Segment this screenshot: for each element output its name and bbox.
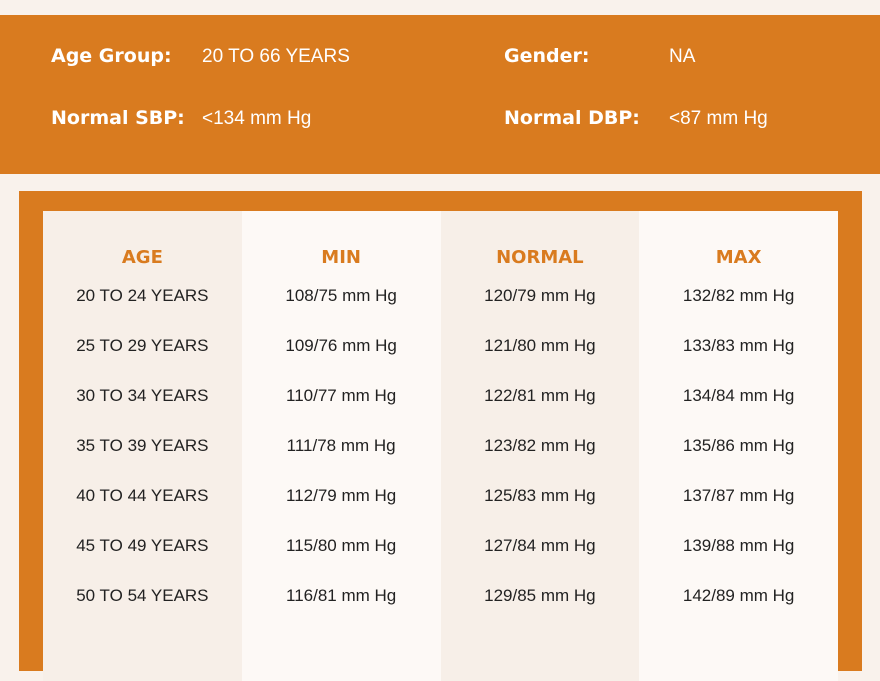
- sbp-label: Normal SBP:: [51, 107, 185, 129]
- sbp-value: <134 mm Hg: [202, 108, 312, 129]
- cell-age: 20 TO 24 YEARS: [76, 286, 209, 305]
- cell-normal: 120/79 mm Hg: [484, 286, 596, 305]
- cell-min: 112/79 mm Hg: [286, 486, 397, 505]
- cell-min: 110/77 mm Hg: [286, 386, 397, 405]
- cell-min: 116/81 mm Hg: [286, 586, 397, 605]
- cell-max: 133/83 mm Hg: [682, 336, 795, 355]
- column-min: MIN 108/75 mm Hg 109/76 mm Hg 110/77 mm Hg 1…: [241, 211, 441, 681]
- header-max: MAX: [715, 247, 762, 268]
- cell-min: 108/75 mm Hg: [285, 286, 397, 305]
- table-frame: AGE 20 TO 24 YEARS 25 TO 29 YEARS 30 TO 34 …: [19, 191, 862, 681]
- header-normal: NORMAL: [496, 247, 584, 268]
- cell-min: 111/78 mm Hg: [286, 436, 396, 455]
- gender-value: NA: [669, 46, 696, 67]
- info-band: Age Group: 20 TO 66 YEARS Gender: NA Nor…: [0, 15, 880, 174]
- cell-normal: 129/85 mm Hg: [484, 586, 596, 605]
- cell-max: 135/86 mm Hg: [682, 436, 795, 455]
- header-min: MIN: [321, 247, 361, 268]
- cell-normal: 122/81 mm Hg: [484, 386, 596, 405]
- cell-normal: 121/80 mm Hg: [484, 336, 596, 355]
- cell-age: 40 TO 44 YEARS: [76, 486, 209, 505]
- age-group-label: Age Group:: [51, 45, 172, 67]
- dbp-value: <87 mm Hg: [669, 108, 768, 129]
- cell-normal: 127/84 mm Hg: [484, 536, 596, 555]
- column-max: MAX 132/82 mm Hg 133/83 mm Hg 134/84 mm Hg 1…: [639, 211, 838, 681]
- cell-max: 139/88 mm Hg: [682, 536, 795, 555]
- cell-age: 30 TO 34 YEARS: [76, 386, 209, 405]
- header-age: AGE: [121, 247, 163, 268]
- cell-max: 137/87 mm Hg: [682, 486, 795, 505]
- cell-normal: 123/82 mm Hg: [484, 436, 596, 455]
- age-group-value: 20 TO 66 YEARS: [202, 46, 350, 67]
- column-age: AGE 20 TO 24 YEARS 25 TO 29 YEARS 30 TO 34 …: [43, 211, 242, 681]
- cell-max: 142/89 mm Hg: [682, 586, 795, 605]
- cell-min: 109/76 mm Hg: [285, 336, 397, 355]
- dbp-label: Normal DBP:: [504, 107, 640, 129]
- cell-age: 45 TO 49 YEARS: [76, 536, 209, 555]
- cell-age: 25 TO 29 YEARS: [76, 336, 209, 355]
- gender-label: Gender:: [504, 45, 590, 67]
- bp-table: AGE 20 TO 24 YEARS 25 TO 29 YEARS 30 TO 34 …: [43, 211, 838, 681]
- column-normal: NORMAL 120/79 mm Hg 121/80 mm Hg 122/81 mm …: [440, 211, 640, 681]
- cell-age: 50 TO 54 YEARS: [76, 586, 209, 605]
- cell-min: 115/80 mm Hg: [286, 536, 397, 555]
- cell-max: 132/82 mm Hg: [682, 286, 795, 305]
- cell-normal: 125/83 mm Hg: [484, 486, 596, 505]
- cell-max: 134/84 mm Hg: [682, 386, 795, 405]
- cell-age: 35 TO 39 YEARS: [76, 436, 209, 455]
